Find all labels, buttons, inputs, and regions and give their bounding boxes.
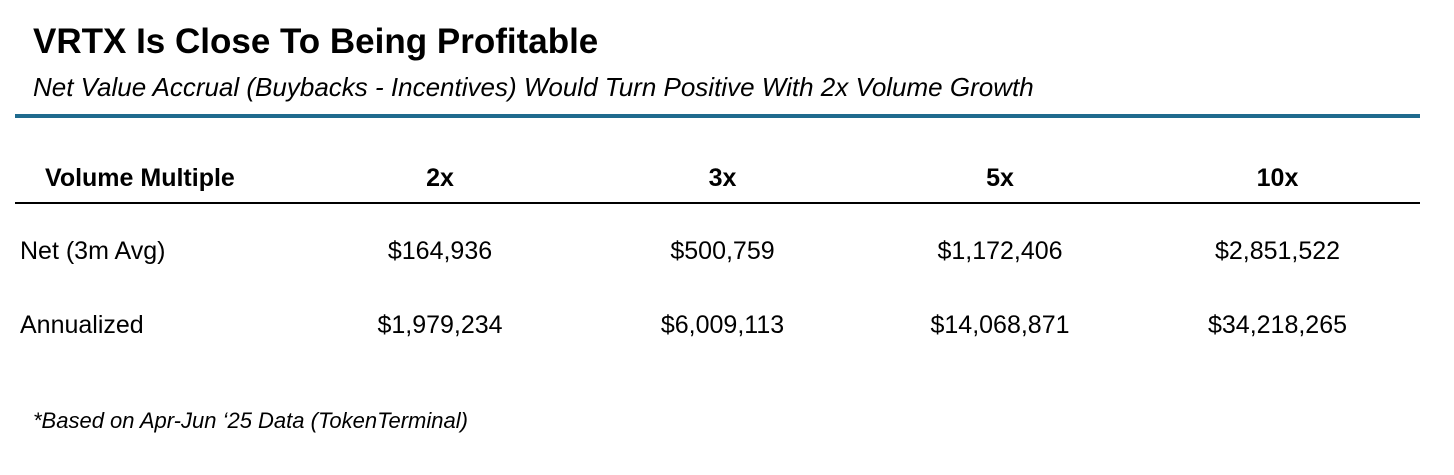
header-cell-10x: 10x <box>1135 154 1420 204</box>
header-cell-5x: 5x <box>865 154 1135 204</box>
accent-divider <box>15 114 1420 118</box>
page-title: VRTX Is Close To Being Profitable <box>33 22 599 61</box>
volume-multiple-table: Volume Multiple 2x 3x 5x 10x Net (3m Avg… <box>15 154 1420 366</box>
table-cell: $2,851,522 <box>1214 237 1341 265</box>
row-label: Annualized <box>20 311 144 339</box>
table-cell: $500,759 <box>670 237 775 265</box>
table-cell: $34,218,265 <box>1207 311 1348 339</box>
row-label: Net (3m Avg) <box>20 237 166 265</box>
header-cell-3x: 3x <box>580 154 865 204</box>
table-header: Volume Multiple 2x 3x 5x 10x <box>15 154 1420 204</box>
data-table-container: Volume Multiple 2x 3x 5x 10x Net (3m Avg… <box>15 154 1420 366</box>
header-cell-label: Volume Multiple <box>15 154 300 204</box>
table-row-net-3m-avg: Net (3m Avg) $164,936 $500,759 $1,172,40… <box>15 203 1420 285</box>
page-subtitle: Net Value Accrual (Buybacks - Incentives… <box>33 72 1034 102</box>
header-cell-2x: 2x <box>300 154 580 204</box>
header-row: Volume Multiple 2x 3x 5x 10x <box>15 154 1420 204</box>
table-cell: $164,936 <box>387 237 493 265</box>
source-footnote: *Based on Apr-Jun ‘25 Data (TokenTermina… <box>33 408 468 433</box>
table-row-annualized: Annualized $1,979,234 $6,009,113 $14,068… <box>15 285 1420 366</box>
table-body: Net (3m Avg) $164,936 $500,759 $1,172,40… <box>15 203 1420 366</box>
table-cell: $1,172,406 <box>937 237 1063 265</box>
table-cell: $14,068,871 <box>930 311 1070 339</box>
table-cell: $1,979,234 <box>377 311 503 339</box>
table-cell: $6,009,113 <box>660 311 785 339</box>
